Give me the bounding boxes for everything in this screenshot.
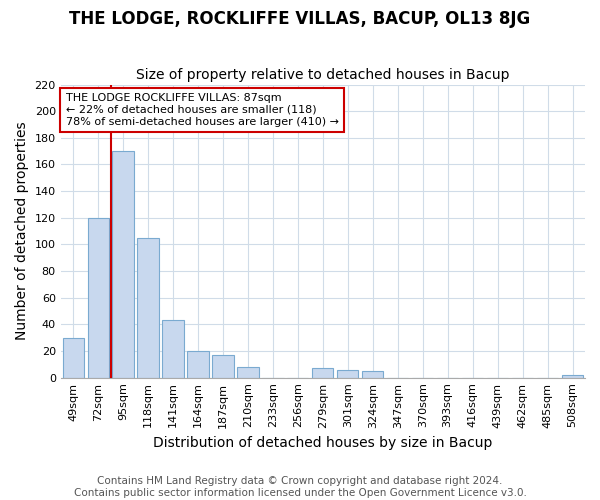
Y-axis label: Number of detached properties: Number of detached properties — [15, 122, 29, 340]
Title: Size of property relative to detached houses in Bacup: Size of property relative to detached ho… — [136, 68, 509, 82]
Bar — [137, 238, 158, 378]
Text: THE LODGE ROCKLIFFE VILLAS: 87sqm
← 22% of detached houses are smaller (118)
78%: THE LODGE ROCKLIFFE VILLAS: 87sqm ← 22% … — [66, 94, 339, 126]
Bar — [337, 370, 358, 378]
Text: Contains HM Land Registry data © Crown copyright and database right 2024.
Contai: Contains HM Land Registry data © Crown c… — [74, 476, 526, 498]
Bar — [362, 371, 383, 378]
Bar — [238, 367, 259, 378]
Text: THE LODGE, ROCKLIFFE VILLAS, BACUP, OL13 8JG: THE LODGE, ROCKLIFFE VILLAS, BACUP, OL13… — [70, 10, 530, 28]
Bar — [62, 338, 84, 378]
Bar — [212, 355, 233, 378]
X-axis label: Distribution of detached houses by size in Bacup: Distribution of detached houses by size … — [153, 436, 493, 450]
Bar — [187, 351, 209, 378]
Bar — [88, 218, 109, 378]
Bar — [163, 320, 184, 378]
Bar — [562, 375, 583, 378]
Bar — [112, 151, 134, 378]
Bar — [312, 368, 334, 378]
